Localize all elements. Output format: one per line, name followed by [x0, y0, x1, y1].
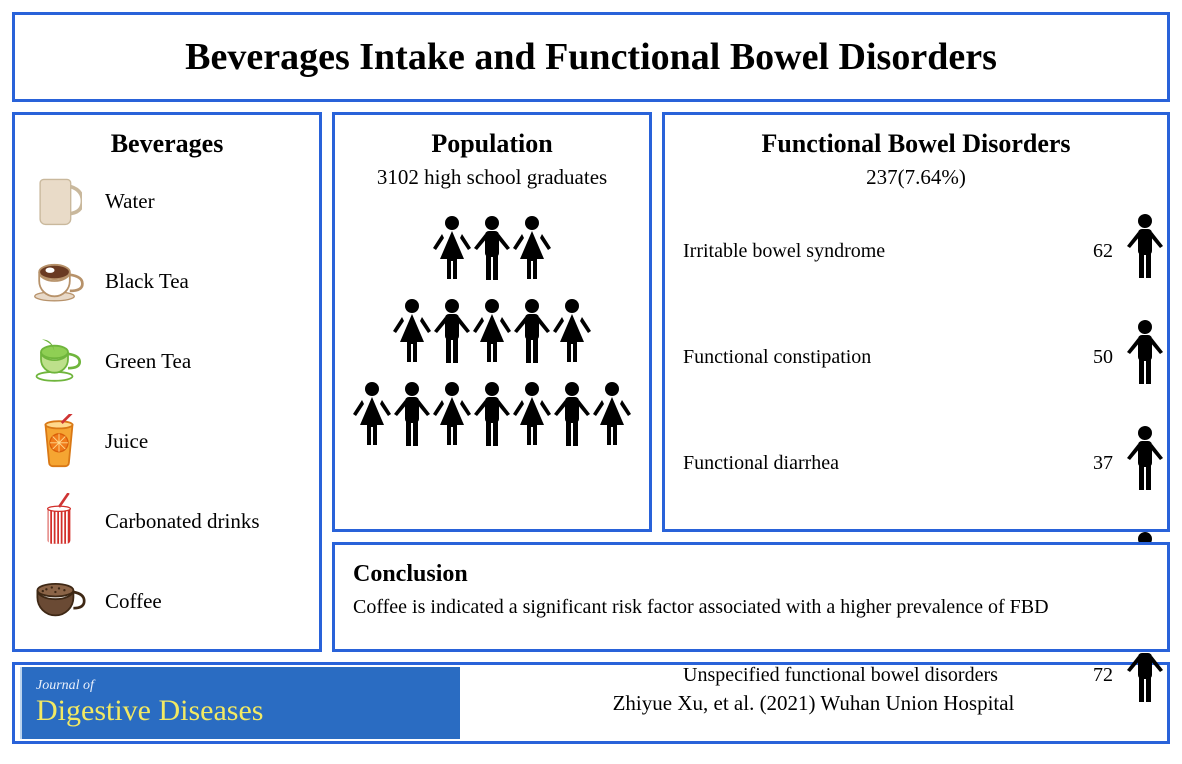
- water-icon: [31, 173, 87, 229]
- fbd-subtitle: 237(7.64%): [683, 165, 1149, 190]
- fbd-label: Functional diarrhea: [683, 452, 1065, 475]
- fbd-label: Unspecified functional bowel disorders: [683, 664, 1065, 687]
- beverage-label: Water: [105, 189, 155, 214]
- pyramid-row: [352, 380, 632, 457]
- right-column: Population 3102 high school graduates: [332, 112, 1170, 652]
- juice-icon: [31, 413, 87, 469]
- journal-big-text: Digestive Diseases: [36, 694, 446, 728]
- person-icon: [1125, 212, 1149, 290]
- beverage-label: Green Tea: [105, 349, 191, 374]
- population-pyramid: [352, 214, 632, 457]
- journal-badge: Journal of Digestive Diseases: [20, 667, 460, 739]
- male-icon: [432, 297, 472, 374]
- top-right-row: Population 3102 high school graduates: [332, 112, 1170, 532]
- main-row: Beverages Water: [12, 112, 1170, 652]
- fbd-heading: Functional Bowel Disorders: [683, 129, 1149, 159]
- beverage-label: Black Tea: [105, 269, 189, 294]
- female-icon: [432, 380, 472, 457]
- male-icon: [472, 214, 512, 291]
- female-icon: [432, 214, 472, 291]
- beverage-item-water: Water: [31, 173, 303, 229]
- beverage-label: Juice: [105, 429, 148, 454]
- population-heading: Population: [431, 129, 552, 159]
- person-icon: [1125, 318, 1149, 396]
- black-tea-icon: [31, 253, 87, 309]
- beverages-list: Water Black Tea: [31, 173, 303, 629]
- beverage-item-green-tea: Green Tea: [31, 333, 303, 389]
- conclusion-panel: Conclusion Coffee is indicated a signifi…: [332, 542, 1170, 652]
- coffee-icon: [31, 573, 87, 629]
- beverage-item-carbonated: Carbonated drinks: [31, 493, 303, 549]
- fbd-count: 37: [1065, 452, 1113, 475]
- page-title: Beverages Intake and Functional Bowel Di…: [185, 35, 997, 79]
- female-icon: [512, 380, 552, 457]
- carbonated-icon: [31, 493, 87, 549]
- fbd-count: 72: [1065, 664, 1113, 687]
- fbd-item: Functional constipation 50: [683, 318, 1149, 396]
- fbd-label: Functional constipation: [683, 346, 1065, 369]
- pyramid-row: [432, 214, 552, 291]
- pyramid-row: [392, 297, 592, 374]
- beverages-panel: Beverages Water: [12, 112, 322, 652]
- journal-small-text: Journal of: [36, 678, 446, 694]
- female-icon: [472, 297, 512, 374]
- male-icon: [512, 297, 552, 374]
- green-tea-icon: [31, 333, 87, 389]
- female-icon: [552, 297, 592, 374]
- beverage-item-juice: Juice: [31, 413, 303, 469]
- citation-text: Zhiyue Xu, et al. (2021) Wuhan Union Hos…: [460, 691, 1167, 716]
- fbd-count: 62: [1065, 240, 1113, 263]
- title-panel: Beverages Intake and Functional Bowel Di…: [12, 12, 1170, 102]
- beverage-item-black-tea: Black Tea: [31, 253, 303, 309]
- female-icon: [392, 297, 432, 374]
- female-icon: [352, 380, 392, 457]
- fbd-count: 50: [1065, 346, 1113, 369]
- fbd-item: Functional diarrhea 37: [683, 424, 1149, 502]
- population-subtitle: 3102 high school graduates: [377, 165, 607, 190]
- beverage-label: Coffee: [105, 589, 162, 614]
- female-icon: [512, 214, 552, 291]
- male-icon: [552, 380, 592, 457]
- fbd-panel: Functional Bowel Disorders 237(7.64%) Ir…: [662, 112, 1170, 532]
- beverage-item-coffee: Coffee: [31, 573, 303, 629]
- conclusion-text: Coffee is indicated a significant risk f…: [353, 596, 1149, 619]
- person-icon: [1125, 424, 1149, 502]
- conclusion-heading: Conclusion: [353, 561, 1149, 588]
- beverages-heading: Beverages: [31, 129, 303, 159]
- male-icon: [392, 380, 432, 457]
- female-icon: [592, 380, 632, 457]
- fbd-label: Irritable bowel syndrome: [683, 240, 1065, 263]
- fbd-item: Irritable bowel syndrome 62: [683, 212, 1149, 290]
- beverage-label: Carbonated drinks: [105, 509, 260, 534]
- population-panel: Population 3102 high school graduates: [332, 112, 652, 532]
- male-icon: [472, 380, 512, 457]
